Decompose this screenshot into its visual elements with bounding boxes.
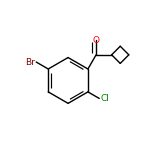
Text: Cl: Cl [101, 94, 110, 103]
Text: O: O [93, 36, 100, 45]
Text: Br: Br [26, 58, 35, 67]
